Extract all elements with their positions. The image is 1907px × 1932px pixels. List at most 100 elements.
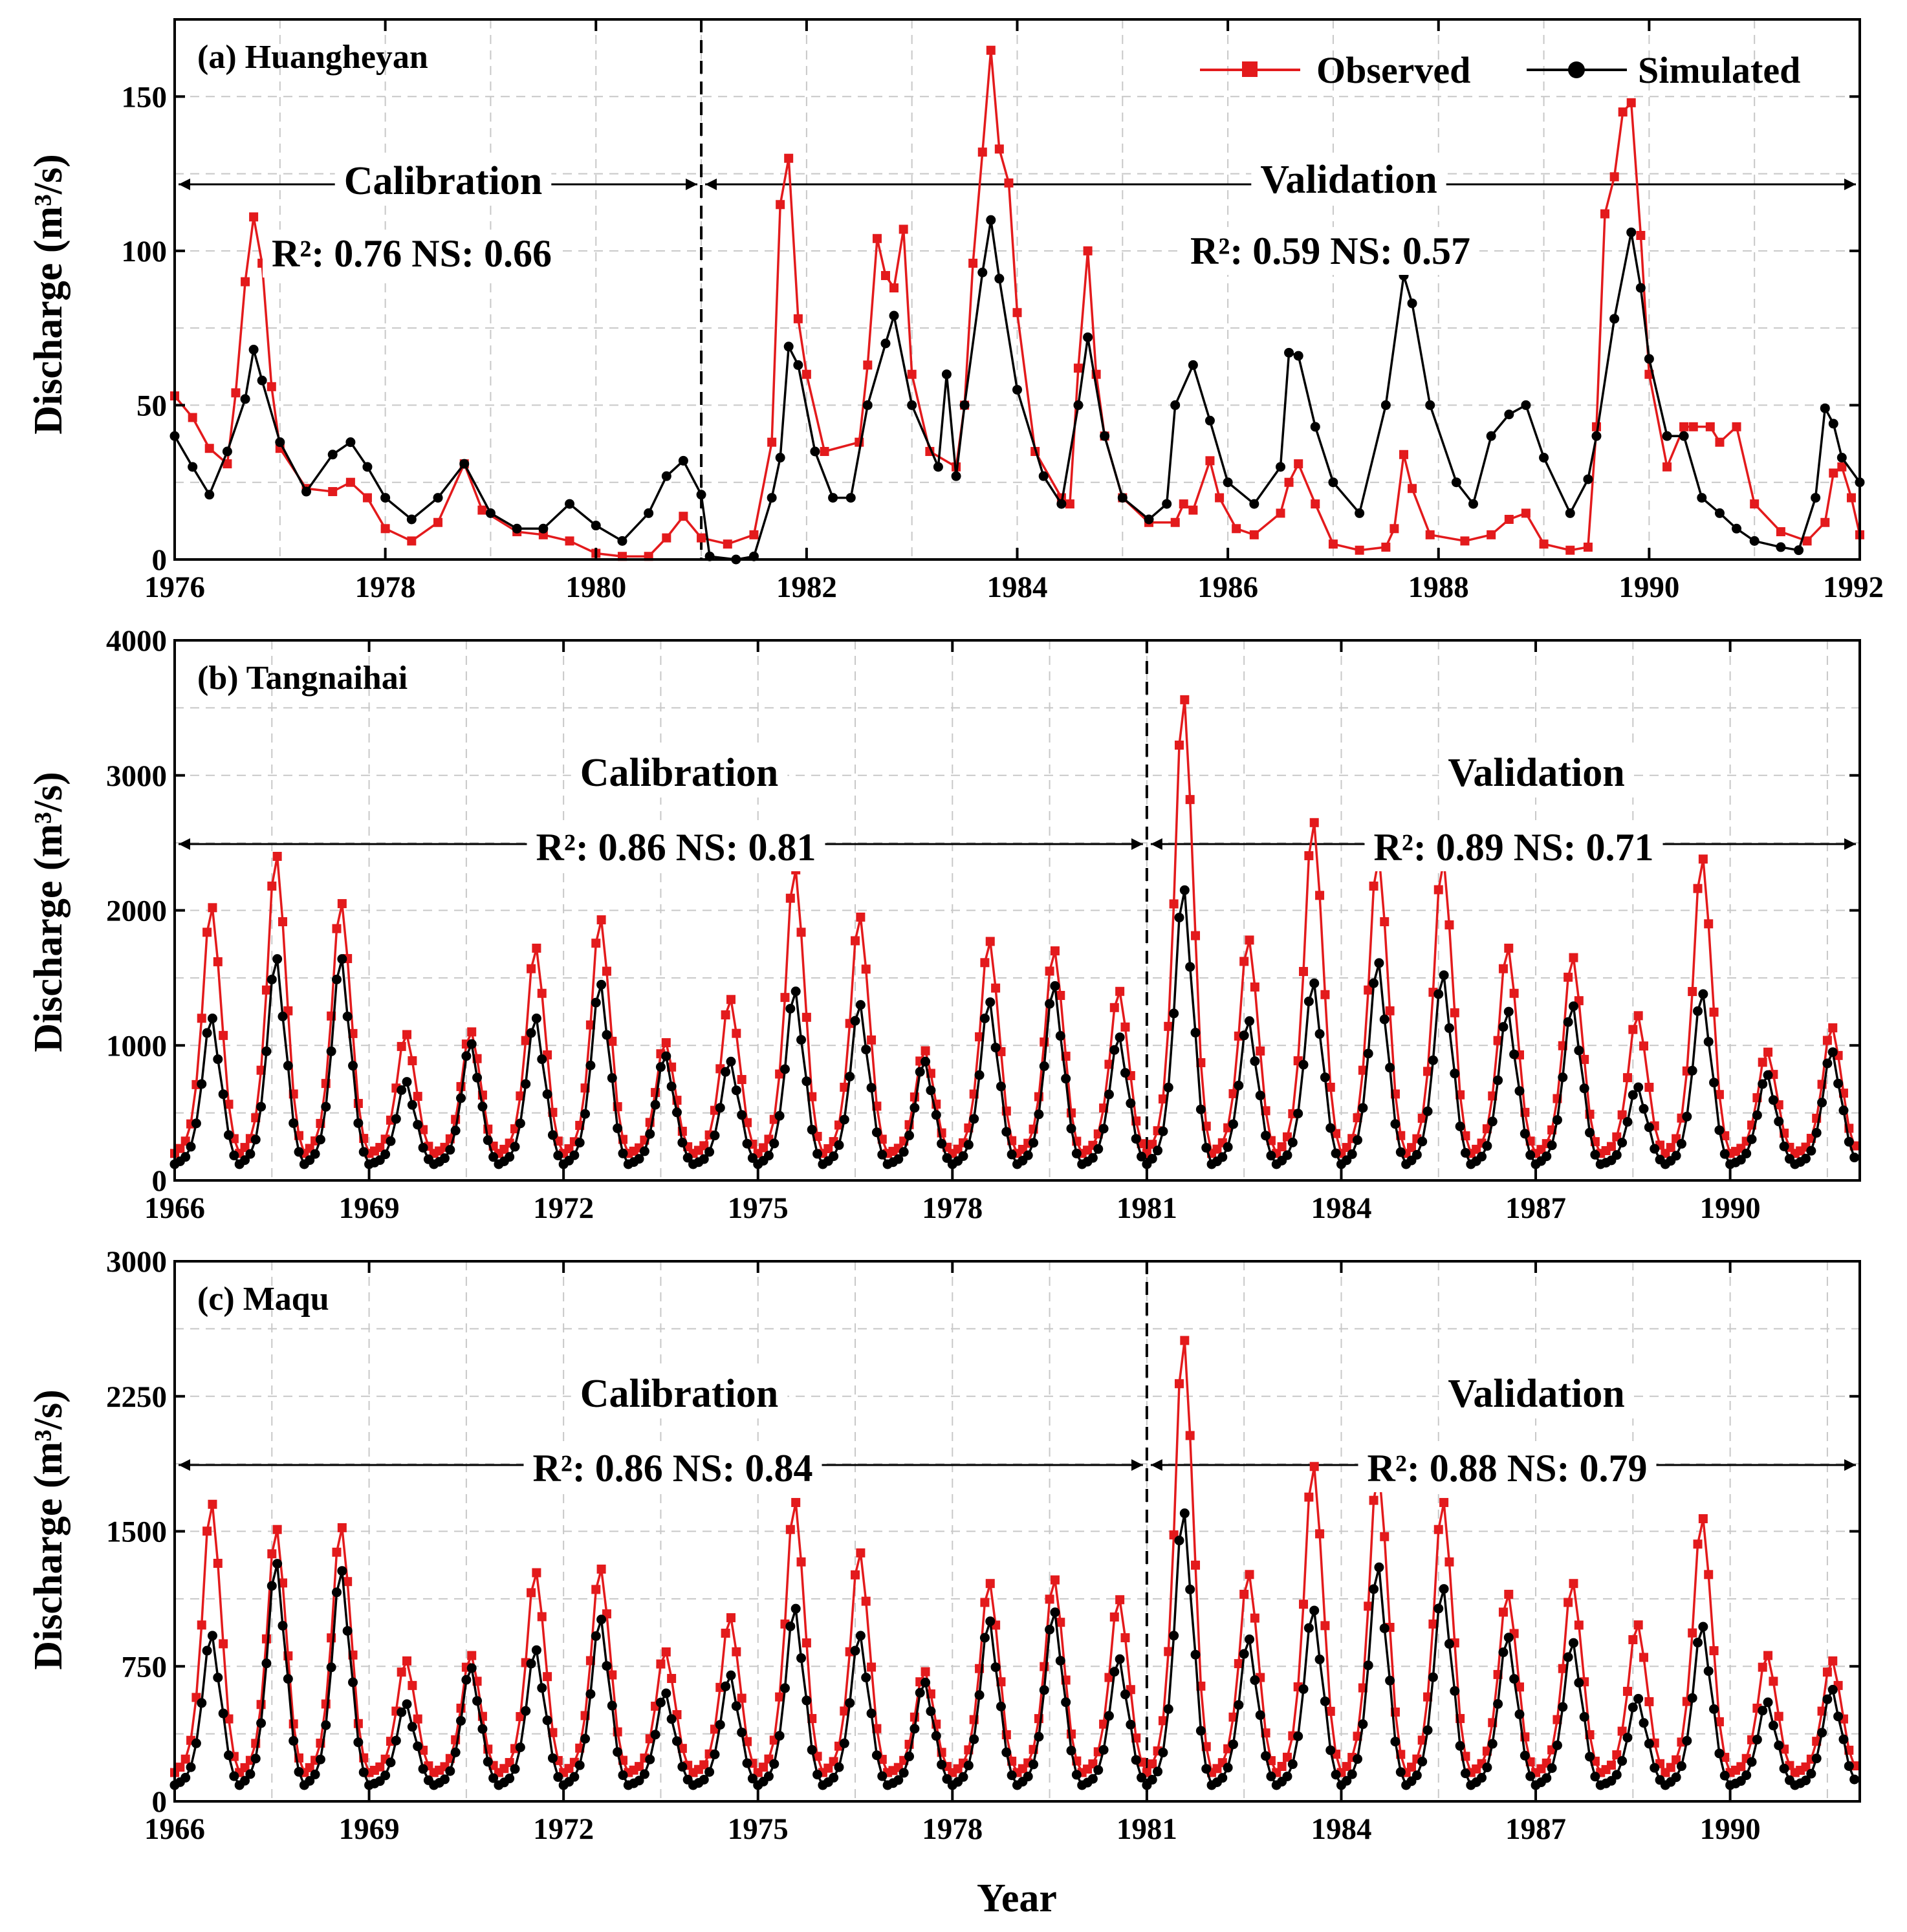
legend-simulated-marker — [1568, 61, 1585, 78]
simulated-point — [889, 310, 899, 321]
simulated-point — [769, 1138, 779, 1149]
simulated-point — [445, 1766, 455, 1776]
panel-b-tangnaihai: 0 1000 2000 3000 4000 1966 1969 1972 1975 1978 198… — [27, 624, 1861, 1225]
simulated-point — [289, 1735, 299, 1746]
observed-point — [213, 1558, 223, 1568]
label-background — [1439, 748, 1634, 798]
y-tick-label: 0 — [152, 1785, 168, 1819]
simulated-point — [1284, 347, 1294, 358]
calibration-stats: R²: 0.86 NS: 0.84 — [533, 1447, 813, 1490]
observed-point — [532, 1568, 541, 1578]
simulated-point — [1703, 1666, 1714, 1677]
observed-point — [1164, 1021, 1173, 1031]
simulated-point — [1439, 970, 1449, 981]
x-tick-label: 1966 — [144, 1191, 205, 1225]
simulated-point — [994, 274, 1005, 284]
x-tick-label: 1978 — [355, 570, 416, 604]
simulated-point — [779, 1683, 790, 1693]
simulated-point — [1276, 462, 1286, 472]
simulated-point — [413, 1120, 423, 1130]
observed-point — [1304, 851, 1314, 860]
simulated-point — [1626, 227, 1637, 237]
simulated-point — [1542, 1773, 1552, 1783]
simulated-point — [1328, 477, 1338, 488]
simulated-point — [1163, 1704, 1173, 1714]
x-tick-label: 1976 — [144, 570, 205, 604]
observed-point — [1714, 1090, 1724, 1100]
simulated-point — [380, 1149, 391, 1160]
simulated-point — [515, 1742, 525, 1752]
observed-point — [1342, 1143, 1351, 1153]
observed-point — [1425, 530, 1435, 539]
observed-point — [1504, 1589, 1514, 1599]
simulated-point — [1838, 1105, 1849, 1116]
observed-point — [1380, 917, 1389, 927]
simulated-point — [655, 1062, 666, 1072]
simulated-point — [1115, 1032, 1125, 1043]
observed-point — [543, 1672, 552, 1682]
observed-point — [1191, 931, 1201, 940]
simulated-point — [1109, 1667, 1120, 1677]
simulated-point — [1693, 1638, 1703, 1648]
simulated-point — [1239, 1649, 1249, 1659]
simulated-point — [1001, 1747, 1012, 1757]
x-tick-label: 1984 — [1311, 1191, 1371, 1225]
simulated-point — [810, 446, 820, 457]
observed-point — [1239, 1589, 1249, 1599]
observed-point — [1580, 1054, 1589, 1064]
observed-point — [1355, 545, 1364, 555]
simulated-point — [1353, 1754, 1363, 1764]
x-tick-label: 1981 — [1117, 1191, 1177, 1225]
observed-point — [1704, 1570, 1714, 1579]
validation-label: Validation — [1260, 158, 1437, 202]
x-tick-label: 1972 — [533, 1812, 594, 1846]
observed-point — [1750, 499, 1760, 509]
simulated-point — [1558, 1072, 1568, 1083]
observed-point — [726, 995, 736, 1004]
observed-point — [1774, 1711, 1783, 1721]
observed-point — [1245, 935, 1254, 945]
simulated-point — [1487, 1739, 1498, 1749]
simulated-point — [294, 1766, 304, 1777]
simulated-point — [180, 1772, 191, 1783]
panel-title: (c) Maqu — [197, 1281, 329, 1318]
calibration-label: Calibration — [344, 159, 543, 203]
simulated-point — [1811, 1127, 1822, 1138]
observed-point — [289, 1719, 298, 1729]
simulated-point — [969, 1114, 979, 1124]
simulated-point — [310, 1149, 320, 1159]
simulated-point — [1355, 508, 1365, 518]
simulated-point — [331, 974, 342, 984]
simulated-point — [213, 1054, 223, 1065]
simulated-point — [1439, 1584, 1449, 1594]
simulated-point — [1001, 1127, 1012, 1137]
simulated-point — [1741, 1770, 1752, 1781]
legend-observed-label: Observed — [1316, 49, 1470, 91]
observed-point — [1705, 422, 1715, 431]
observed-point — [527, 1588, 536, 1598]
simulated-point — [1347, 1769, 1357, 1779]
y-tick-label: 50 — [136, 389, 167, 422]
simulated-point — [1255, 1091, 1265, 1101]
observed-point — [332, 1547, 342, 1557]
panel-c-maqu: 0 750 1500 2250 3000 1966 1969 1972 1975 1978 1981… — [27, 1245, 1861, 1920]
observed-point — [1158, 1094, 1168, 1104]
observed-point — [1407, 1143, 1417, 1153]
observed-point — [1407, 1763, 1417, 1772]
y-tick-label: 1000 — [106, 1029, 167, 1063]
simulated-point — [1525, 1771, 1536, 1781]
observed-point — [851, 1570, 860, 1579]
simulated-point — [1451, 477, 1461, 488]
observed-point — [1099, 1719, 1109, 1729]
simulated-point — [1806, 1145, 1816, 1156]
simulated-point — [1450, 1686, 1460, 1696]
simulated-point — [1071, 1770, 1082, 1780]
simulated-point — [1266, 1771, 1276, 1781]
simulated-point — [402, 1077, 412, 1087]
observed-point — [402, 1656, 412, 1666]
simulated-point — [921, 1677, 931, 1688]
simulated-point — [1169, 1008, 1179, 1019]
simulated-point — [613, 1123, 623, 1133]
simulated-point — [715, 1103, 725, 1113]
